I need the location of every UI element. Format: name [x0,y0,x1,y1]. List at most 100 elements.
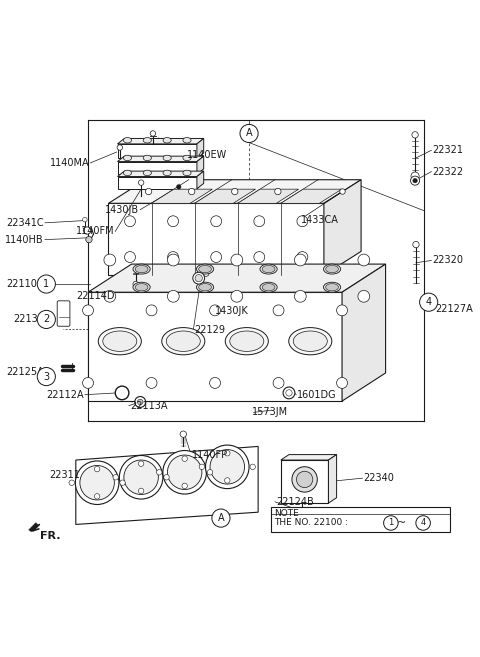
Circle shape [410,176,420,185]
Text: THE NO. 22100 :: THE NO. 22100 : [275,518,348,527]
Circle shape [37,310,55,328]
Ellipse shape [326,265,338,273]
Text: 2: 2 [43,315,49,325]
Circle shape [189,189,195,194]
Circle shape [420,293,438,311]
Circle shape [254,252,264,263]
Ellipse shape [123,137,132,143]
Text: 1140FP: 1140FP [192,449,228,460]
Ellipse shape [196,283,214,292]
Text: 1601DG: 1601DG [297,390,337,399]
Text: 1430JB: 1430JB [105,205,139,215]
Circle shape [358,290,370,302]
Circle shape [150,131,156,136]
Circle shape [138,461,144,466]
Text: 22127A: 22127A [435,304,473,315]
Text: 22125A: 22125A [6,367,44,378]
Circle shape [145,189,152,194]
Circle shape [117,145,122,150]
Text: 22321: 22321 [432,145,463,155]
Ellipse shape [133,283,150,292]
Circle shape [292,466,317,492]
Circle shape [124,252,135,263]
Text: 22113A: 22113A [130,401,167,411]
Circle shape [205,445,249,489]
Polygon shape [118,139,204,144]
Circle shape [210,449,244,484]
Circle shape [210,305,220,316]
Ellipse shape [133,264,150,274]
Circle shape [83,217,87,222]
Text: 22112A: 22112A [47,390,84,399]
Polygon shape [324,180,361,275]
Circle shape [294,290,306,302]
Circle shape [80,465,114,500]
Circle shape [225,451,230,456]
Circle shape [412,131,418,138]
Circle shape [177,185,181,189]
Polygon shape [118,156,204,162]
Polygon shape [238,189,299,203]
Text: 22135: 22135 [13,315,44,325]
Circle shape [137,399,143,405]
Text: NOTE: NOTE [275,509,299,518]
Circle shape [273,305,284,316]
Circle shape [254,215,264,227]
Ellipse shape [199,265,211,273]
Circle shape [168,254,179,266]
Circle shape [297,215,308,227]
Ellipse shape [326,284,338,291]
Circle shape [416,516,431,530]
Polygon shape [342,264,385,401]
Ellipse shape [262,265,275,273]
Circle shape [182,456,187,461]
Ellipse shape [163,170,171,175]
Polygon shape [88,264,385,292]
Text: ~: ~ [397,518,406,528]
FancyBboxPatch shape [57,301,70,327]
Circle shape [138,180,144,185]
Polygon shape [108,180,361,203]
Polygon shape [118,144,197,158]
Circle shape [168,455,202,489]
Text: 1140HB: 1140HB [5,235,44,244]
Circle shape [413,178,417,183]
Text: A: A [217,513,224,523]
Ellipse shape [135,265,148,273]
Text: 22340: 22340 [363,473,394,483]
Text: FR.: FR. [40,532,61,541]
Polygon shape [197,171,204,189]
Circle shape [211,252,222,263]
Circle shape [358,254,370,266]
Polygon shape [118,162,197,174]
Circle shape [37,367,55,386]
Polygon shape [194,189,255,203]
Ellipse shape [143,170,151,175]
Circle shape [225,478,230,483]
Circle shape [164,474,169,480]
Circle shape [135,397,145,407]
Circle shape [336,305,348,316]
Circle shape [138,488,144,493]
Ellipse shape [260,283,277,292]
Ellipse shape [163,137,171,143]
Circle shape [124,460,158,495]
Ellipse shape [199,284,211,291]
FancyBboxPatch shape [281,460,328,503]
Ellipse shape [163,155,171,161]
Ellipse shape [103,331,137,351]
Circle shape [37,275,55,293]
Text: 4: 4 [420,518,426,528]
Text: 22341C: 22341C [6,218,44,228]
Text: 3: 3 [43,372,49,382]
Polygon shape [281,455,336,460]
Ellipse shape [262,284,275,291]
Ellipse shape [183,155,191,161]
Text: 1: 1 [43,279,49,289]
Circle shape [273,378,284,388]
Circle shape [95,493,100,499]
Circle shape [168,290,179,302]
Circle shape [411,172,419,180]
Circle shape [120,455,163,499]
Ellipse shape [260,264,277,274]
